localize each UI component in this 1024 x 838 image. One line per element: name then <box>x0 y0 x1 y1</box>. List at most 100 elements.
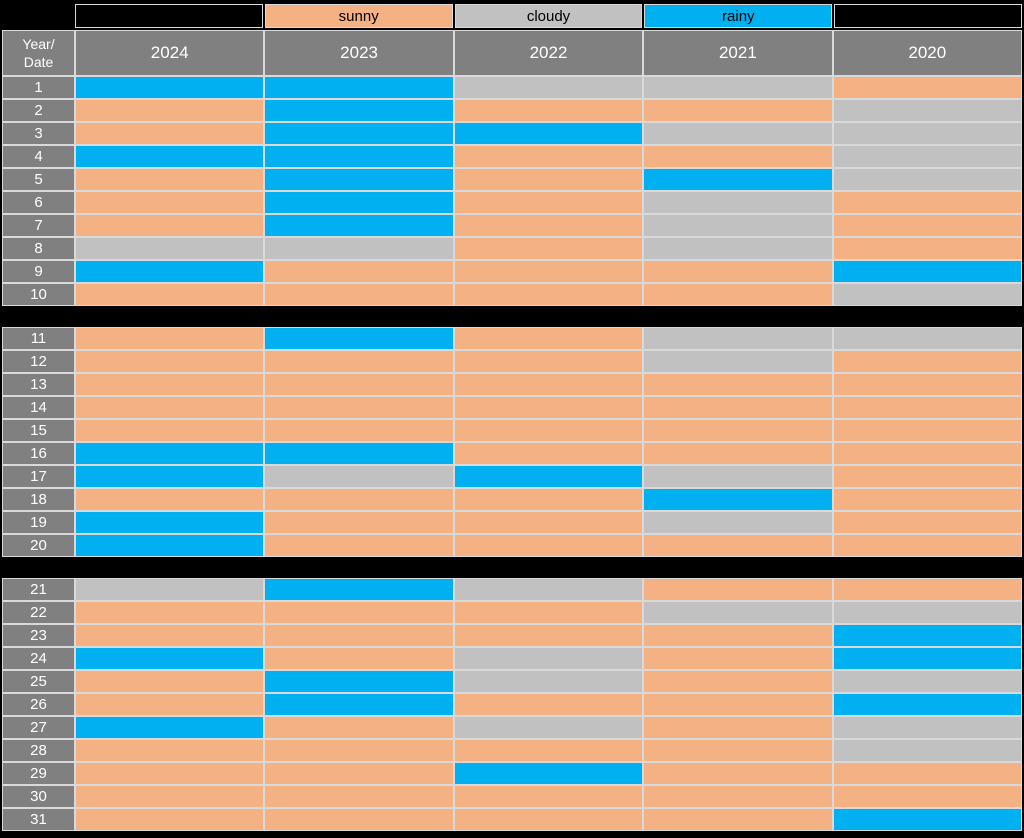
year-header-2020: 2020 <box>833 31 1021 75</box>
weather-cell <box>265 169 453 190</box>
date-cell: 29 <box>3 763 74 784</box>
weather-cell <box>454 763 643 784</box>
weather-cell <box>644 489 832 510</box>
weather-cell <box>265 397 453 418</box>
date-cell: 17 <box>3 466 74 487</box>
weather-cell <box>833 489 1021 510</box>
weather-cell <box>644 786 832 807</box>
weather-cell <box>76 512 264 533</box>
weather-cell <box>833 261 1021 282</box>
weather-cell <box>454 648 643 669</box>
weather-cell <box>644 602 832 623</box>
date-cell: 12 <box>3 351 74 372</box>
weather-cell <box>644 328 832 349</box>
weather-cell <box>833 351 1021 372</box>
weather-cell <box>644 694 832 715</box>
date-cell: 30 <box>3 786 74 807</box>
weather-cell <box>76 602 264 623</box>
weather-cell <box>454 671 643 692</box>
date-cell: 25 <box>3 671 74 692</box>
date-cell: 23 <box>3 625 74 646</box>
weather-cell <box>76 717 264 738</box>
weather-cell <box>265 809 453 830</box>
weather-cell <box>265 420 453 441</box>
weather-cell <box>265 489 453 510</box>
weather-cell <box>833 328 1021 349</box>
weather-cell <box>454 489 643 510</box>
weather-cell <box>76 146 264 167</box>
weather-cell <box>644 648 832 669</box>
weather-cell <box>76 671 264 692</box>
weather-cell <box>833 671 1021 692</box>
date-cell: 9 <box>3 261 74 282</box>
weather-cell <box>76 123 264 144</box>
calendar-section-21-31: 21 22 23 24 25 26 27 28 29 30 31 <box>2 578 1022 831</box>
weather-cell <box>265 77 453 98</box>
weather-cell <box>454 420 643 441</box>
weather-cell <box>833 740 1021 761</box>
weather-cell <box>833 466 1021 487</box>
legend-spacer <box>2 4 73 28</box>
weather-cell <box>265 694 453 715</box>
weather-cell <box>76 169 264 190</box>
date-cell: 19 <box>3 512 74 533</box>
weather-cell <box>833 786 1021 807</box>
weather-cell <box>76 261 264 282</box>
weather-cell <box>454 374 643 395</box>
date-cell: 13 <box>3 374 74 395</box>
year-header-2021: 2021 <box>644 31 832 75</box>
weather-cell <box>454 328 643 349</box>
weather-cell <box>833 648 1021 669</box>
weather-cell <box>265 740 453 761</box>
date-cell: 10 <box>3 284 74 305</box>
weather-cell <box>265 374 453 395</box>
corner-header: Year/ Date <box>3 31 74 75</box>
weather-cell <box>265 717 453 738</box>
weather-cell <box>265 261 453 282</box>
weather-cell <box>454 602 643 623</box>
weather-cell <box>833 146 1021 167</box>
weather-cell <box>76 328 264 349</box>
weather-cell <box>454 579 643 600</box>
weather-cell <box>265 284 453 305</box>
weather-cell <box>76 694 264 715</box>
weather-cell <box>454 351 643 372</box>
weather-cell <box>76 192 264 213</box>
weather-cell <box>644 535 832 556</box>
weather-cell <box>454 238 643 259</box>
weather-cell <box>265 786 453 807</box>
weather-cell <box>644 238 832 259</box>
weather-cell <box>454 694 643 715</box>
weather-cell <box>833 694 1021 715</box>
weather-cell <box>76 420 264 441</box>
weather-cell <box>644 146 832 167</box>
date-cell: 2 <box>3 100 74 121</box>
date-cell: 26 <box>3 694 74 715</box>
weather-cell <box>265 123 453 144</box>
legend-label-cloudy: cloudy <box>526 7 571 25</box>
weather-cell <box>76 648 264 669</box>
weather-cell <box>644 397 832 418</box>
weather-cell <box>265 512 453 533</box>
weather-cell <box>454 215 643 236</box>
weather-cell <box>454 466 643 487</box>
weather-cell <box>833 717 1021 738</box>
weather-cell <box>265 579 453 600</box>
weather-cell <box>76 374 264 395</box>
weather-cell <box>454 786 643 807</box>
date-cell: 16 <box>3 443 74 464</box>
weather-cell <box>76 215 264 236</box>
weather-cell <box>76 579 264 600</box>
weather-cell <box>454 809 643 830</box>
weather-cell <box>644 77 832 98</box>
weather-cell <box>76 535 264 556</box>
legend-label-rainy: rainy <box>722 7 755 25</box>
weather-cell <box>644 809 832 830</box>
weather-cell <box>265 238 453 259</box>
weather-cell <box>454 146 643 167</box>
calendar-section-1-10: Year/ Date 2024 2023 2022 2021 2020 1 2 3 4 5 6 7 8 9 1… <box>2 30 1022 306</box>
weather-cell <box>76 466 264 487</box>
legend-empty-cell <box>75 4 263 28</box>
weather-cell <box>644 763 832 784</box>
